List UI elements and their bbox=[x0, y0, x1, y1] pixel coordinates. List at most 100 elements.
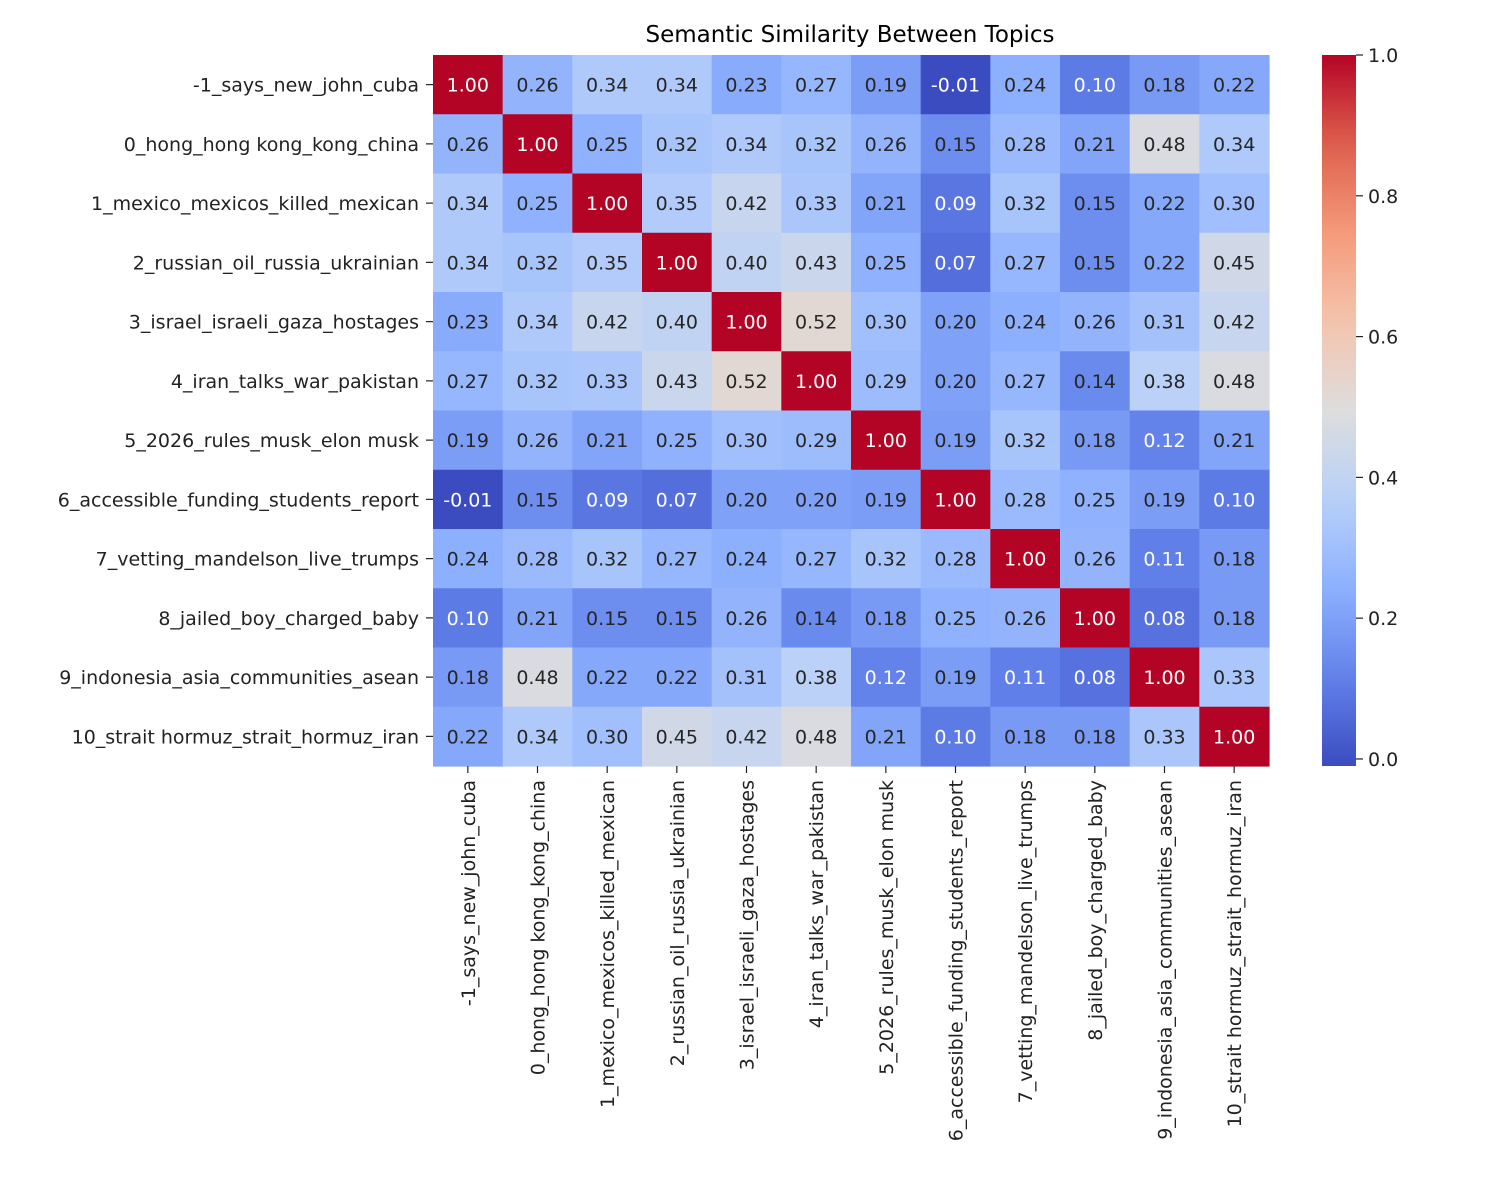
x-tick-labels: -1_says_new_john_cuba 0_hong_hong kong_ko… bbox=[458, 766, 1246, 1141]
heatmap-cell bbox=[1199, 232, 1270, 293]
cell-value-label: 0.20 bbox=[934, 312, 976, 334]
cell-value-label: 0.11 bbox=[1143, 549, 1185, 571]
cell-value-label: 0.15 bbox=[1074, 252, 1116, 274]
cell-value-label: 0.45 bbox=[1213, 252, 1255, 274]
heatmap-cell bbox=[990, 173, 1061, 234]
cell-value-label: 0.18 bbox=[1074, 726, 1116, 748]
cell-value-label: 0.19 bbox=[1143, 489, 1185, 511]
heatmap-cell bbox=[1060, 469, 1131, 530]
heatmap-cell bbox=[1060, 232, 1131, 293]
cell-value-label: 0.42 bbox=[725, 193, 767, 215]
heatmap-cell bbox=[711, 232, 782, 293]
cell-value-label: 0.19 bbox=[865, 75, 907, 97]
heatmap-cell bbox=[711, 469, 782, 530]
heatmap-cell bbox=[920, 706, 991, 767]
cell-value-label: 0.25 bbox=[516, 193, 558, 215]
heatmap-cell bbox=[920, 114, 991, 175]
heatmap-cell bbox=[642, 55, 713, 115]
heatmap-cell bbox=[572, 469, 643, 530]
colorbar-tick-label: 0.0 bbox=[1368, 749, 1398, 771]
x-tick-label: -1_says_new_john_cuba bbox=[458, 780, 480, 1006]
heatmap-cell bbox=[502, 114, 573, 175]
heatmap-cell bbox=[572, 351, 643, 412]
cell-value-label: 0.26 bbox=[865, 134, 907, 156]
cell-value-label: 1.00 bbox=[447, 75, 489, 97]
cell-value-label: 0.30 bbox=[725, 430, 767, 452]
heatmap-cell bbox=[920, 292, 991, 352]
y-tick-label: 10_strait hormuz_strait_hormuz_iran bbox=[72, 726, 419, 748]
heatmap-cell bbox=[1199, 588, 1270, 649]
heatmap-cell bbox=[433, 706, 504, 767]
heatmap-cell bbox=[433, 55, 504, 115]
heatmap-cell bbox=[781, 529, 852, 589]
cell-value-label: 0.15 bbox=[934, 134, 976, 156]
heatmap-cell bbox=[1060, 351, 1131, 412]
cell-value-label: 0.09 bbox=[586, 489, 628, 511]
heatmap-cell bbox=[642, 292, 713, 352]
colorbar-tick-label: 0.4 bbox=[1368, 467, 1398, 489]
colorbar: 0.0 0.2 0.4 0.6 0.8 1.0 bbox=[1322, 45, 1398, 771]
heatmap-cell bbox=[1060, 114, 1131, 175]
heatmap-cell bbox=[1199, 173, 1270, 234]
cell-value-label: 0.42 bbox=[1213, 312, 1255, 334]
x-tick-label: 8_jailed_boy_charged_baby bbox=[1085, 780, 1107, 1041]
heatmap-cell bbox=[1129, 232, 1200, 293]
heatmap-cell bbox=[642, 410, 713, 471]
y-tick-label: 0_hong_hong kong_kong_china bbox=[124, 134, 419, 156]
cell-value-label: 0.29 bbox=[865, 371, 907, 393]
cell-value-label: 0.21 bbox=[1074, 134, 1116, 156]
colorbar-tick-label: 0.6 bbox=[1368, 327, 1398, 349]
heatmap-cell bbox=[642, 588, 713, 649]
heatmap-cell bbox=[1060, 292, 1131, 352]
heatmap-cell bbox=[781, 292, 852, 352]
cell-value-label: 0.18 bbox=[865, 608, 907, 630]
y-tick-label: 3_israel_israeli_gaza_hostages bbox=[129, 312, 419, 334]
cell-value-label: 0.29 bbox=[795, 430, 837, 452]
heatmap-cell bbox=[781, 588, 852, 649]
heatmap-cell bbox=[1129, 410, 1200, 471]
heatmap-cell bbox=[1129, 351, 1200, 412]
heatmap-cell bbox=[781, 55, 852, 115]
heatmap-cell bbox=[1199, 529, 1270, 589]
cell-value-label: 0.20 bbox=[934, 371, 976, 393]
heatmap-cell bbox=[572, 529, 643, 589]
chart-title: Semantic Similarity Between Topics bbox=[645, 22, 1054, 48]
cell-value-label: 1.00 bbox=[1213, 726, 1255, 748]
y-tick-label: 7_vetting_mandelson_live_trumps bbox=[96, 549, 419, 571]
heatmap-cell bbox=[781, 173, 852, 234]
cell-value-label: 0.19 bbox=[934, 667, 976, 689]
heatmap-cell bbox=[1199, 292, 1270, 352]
cell-value-label: 0.25 bbox=[934, 608, 976, 630]
cell-value-label: 0.42 bbox=[586, 312, 628, 334]
y-tick-label: 4_iran_talks_war_pakistan bbox=[171, 371, 419, 393]
cell-value-label: 0.20 bbox=[795, 489, 837, 511]
cell-value-label: 0.15 bbox=[586, 608, 628, 630]
heatmap-cell bbox=[502, 529, 573, 589]
heatmap-cell bbox=[990, 588, 1061, 649]
heatmap-cell bbox=[642, 114, 713, 175]
x-tick-label: 3_israel_israeli_gaza_hostages bbox=[737, 780, 759, 1070]
cell-value-label: 0.21 bbox=[1213, 430, 1255, 452]
cell-value-label: 0.20 bbox=[725, 489, 767, 511]
heatmap-cell bbox=[851, 292, 922, 352]
cell-value-label: 0.27 bbox=[795, 75, 837, 97]
cell-value-label: 0.22 bbox=[1143, 193, 1185, 215]
heatmap-cell bbox=[502, 588, 573, 649]
cell-value-label: 0.25 bbox=[586, 134, 628, 156]
heatmap-cell bbox=[502, 173, 573, 234]
cell-value-label: 0.25 bbox=[865, 252, 907, 274]
heatmap-cell bbox=[642, 232, 713, 293]
cell-value-label: 0.24 bbox=[1004, 75, 1046, 97]
cell-value-label: 0.19 bbox=[865, 489, 907, 511]
heatmap-cell bbox=[572, 706, 643, 767]
heatmap-cell bbox=[990, 410, 1061, 471]
cell-value-label: 0.19 bbox=[447, 430, 489, 452]
cell-value-label: 0.48 bbox=[1213, 371, 1255, 393]
heatmap-cell bbox=[711, 588, 782, 649]
cell-value-label: 0.34 bbox=[725, 134, 767, 156]
cell-value-label: 0.24 bbox=[725, 549, 767, 571]
y-tick-label: 8_jailed_boy_charged_baby bbox=[158, 608, 419, 630]
cell-value-label: 0.26 bbox=[1004, 608, 1046, 630]
heatmap-cell bbox=[851, 469, 922, 530]
